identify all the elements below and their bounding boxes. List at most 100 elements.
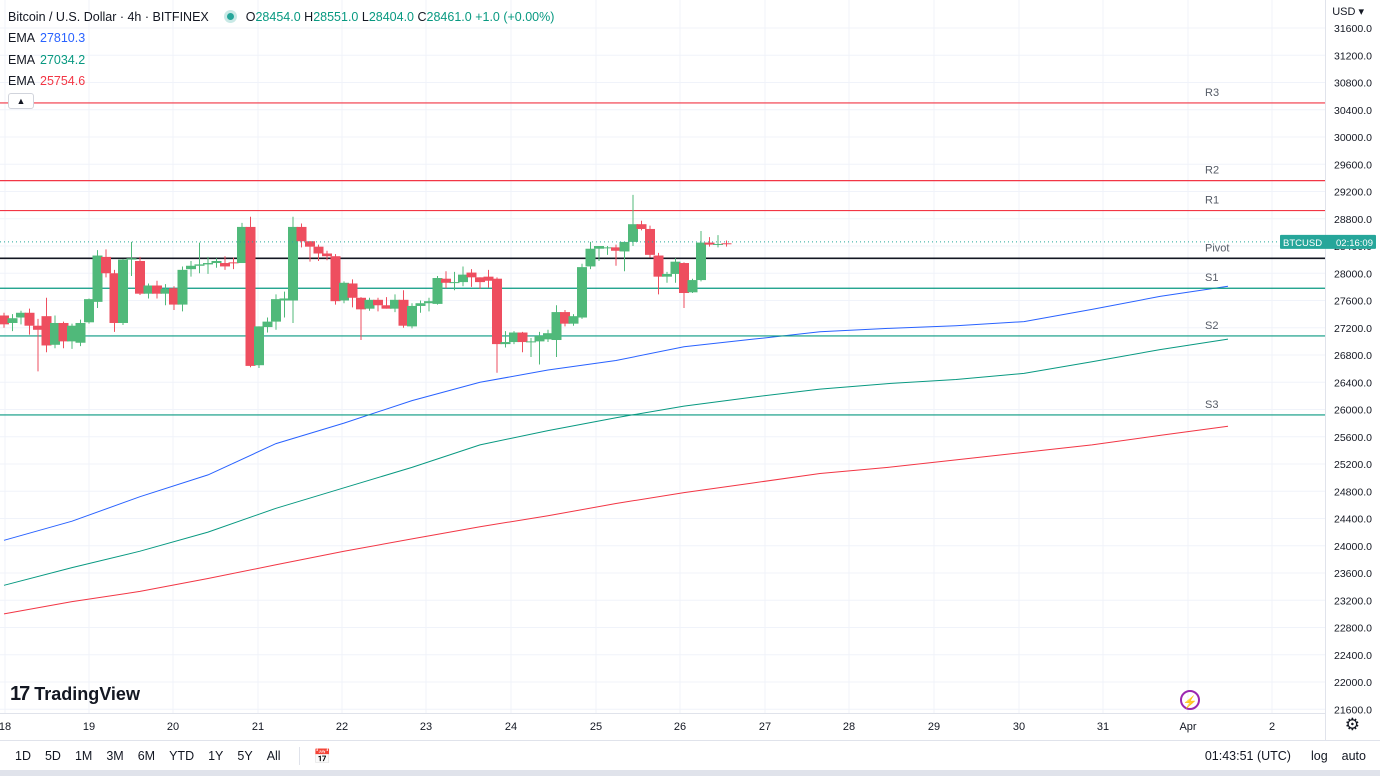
candle-body: [381, 305, 392, 309]
timeframe-ytd[interactable]: YTD: [169, 749, 195, 763]
y-tick-label: 30000.0: [1334, 132, 1372, 144]
ema-value-2: 27034.2: [40, 52, 86, 67]
candle-body: [577, 267, 587, 318]
candle-body: [305, 241, 315, 247]
y-tick-label: 22800.0: [1334, 623, 1372, 635]
level-label-r3: R3: [1205, 87, 1219, 99]
ema-row-3[interactable]: EMA 25754.6: [8, 74, 86, 89]
currency-selector[interactable]: USD ▾: [1332, 6, 1364, 18]
y-tick-label: 26000.0: [1334, 405, 1372, 417]
candle-body: [152, 285, 162, 294]
timeframe-5y[interactable]: 5Y: [237, 749, 253, 763]
candle-body: [560, 312, 570, 324]
candle-body: [475, 277, 485, 283]
candle-body: [237, 226, 247, 264]
y-tick-label: 26800.0: [1334, 350, 1372, 362]
ema-row-1[interactable]: EMA 27810.3: [8, 31, 86, 46]
candle-body: [33, 325, 43, 330]
price-tag-symbol: BTCUSD: [1283, 238, 1322, 249]
candle-body: [526, 341, 536, 343]
x-tick-label: 23: [420, 721, 432, 733]
x-tick-label: 18: [0, 721, 11, 733]
lightning-icon[interactable]: ⚡: [1180, 690, 1200, 710]
timeframe-all[interactable]: All: [266, 749, 281, 763]
candle-body: [407, 305, 417, 327]
calendar-range-icon[interactable]: 📅: [313, 747, 332, 764]
chevron-up-icon: ▲: [16, 96, 26, 106]
x-tick-label: Apr: [1179, 721, 1196, 733]
candle-body: [687, 280, 698, 293]
candle-body: [602, 247, 613, 249]
x-tick-label: 30: [1013, 721, 1025, 733]
timeframe-1d[interactable]: 1D: [15, 749, 31, 763]
timeframe-1m[interactable]: 1M: [74, 749, 93, 763]
candle-body: [203, 263, 213, 265]
candle-body: [296, 226, 307, 242]
candle-body: [50, 322, 60, 345]
utc-clock[interactable]: 01:43:51 (UTC): [1204, 749, 1291, 763]
candle-body: [330, 256, 341, 302]
level-label-r2: R2: [1205, 165, 1219, 177]
x-tick-label: 19: [83, 721, 95, 733]
candle-body: [84, 299, 94, 323]
price-tag[interactable]: [1280, 234, 1376, 249]
candle-body: [653, 255, 664, 277]
x-tick-label: 22: [336, 721, 348, 733]
candle-body: [373, 299, 383, 306]
price-chart[interactable]: 31600.0 31200.0 30800.0 30400.0 30000.0 29600…: [0, 0, 1380, 740]
candle-body: [500, 342, 511, 345]
x-tick-label: 26: [674, 721, 686, 733]
symbol-title[interactable]: Bitcoin / U.S. Dollar · 4h · BITFINEX: [8, 9, 209, 24]
candle-body: [24, 312, 35, 326]
candle-body: [619, 241, 630, 252]
candle-body: [670, 261, 681, 274]
candle-body: [279, 298, 290, 301]
auto-scale-toggle[interactable]: auto: [1341, 749, 1366, 763]
price-tag-countdown: 02:16:09: [1336, 238, 1373, 249]
candle-body: [271, 299, 281, 322]
timeframe-6m[interactable]: 6M: [137, 749, 156, 763]
y-tick-label: 26400.0: [1334, 377, 1372, 389]
x-tick-label: 20: [167, 721, 179, 733]
tv-logo-icon: 17: [10, 683, 30, 705]
candle-body: [339, 282, 349, 301]
ema-value-3: 25754.6: [40, 74, 86, 89]
ema-row-2[interactable]: EMA 27034.2: [8, 52, 86, 67]
y-tick-label: 30800.0: [1334, 78, 1372, 90]
log-scale-toggle[interactable]: log: [1310, 749, 1328, 763]
y-tick-label: 21600.0: [1334, 704, 1372, 716]
ema-line-1: [3, 285, 1229, 541]
market-status-icon: [226, 13, 234, 21]
candle-body: [186, 265, 196, 270]
candle-body: [7, 318, 18, 323]
candle-body: [713, 243, 723, 245]
level-label-pivot: Pivot: [1205, 242, 1229, 254]
candle-body: [628, 224, 638, 242]
timeframe-5d[interactable]: 5D: [44, 749, 61, 763]
ohlc-values: O28454.0 H28551.0 L28404.0 C28461.0 +1.0…: [245, 9, 555, 24]
candle-body: [534, 335, 545, 342]
candle-body: [254, 326, 264, 366]
y-tick-label: 28000.0: [1334, 268, 1372, 280]
candle-body: [41, 316, 52, 346]
candle-body: [322, 253, 332, 257]
chart-legend: Bitcoin / U.S. Dollar · 4h · BITFINEX O2…: [8, 6, 554, 92]
candle-body: [636, 224, 647, 229]
ema-value-1: 27810.3: [40, 31, 86, 46]
collapse-legend-button[interactable]: ▲: [8, 93, 34, 109]
x-tick-label: 21: [252, 721, 264, 733]
candle-body: [160, 288, 171, 294]
candle-body: [364, 299, 375, 309]
candle-body: [424, 301, 434, 304]
gear-icon[interactable]: ⚙: [1344, 715, 1360, 734]
timeframe-1y[interactable]: 1Y: [208, 749, 224, 763]
timeframe-3m[interactable]: 3M: [106, 749, 124, 763]
x-tick-label: 24: [505, 721, 517, 733]
y-tick-label: 30400.0: [1334, 105, 1372, 117]
change-value: +1.0 (+0.00%): [475, 9, 555, 24]
y-tick-label: 28800.0: [1334, 214, 1372, 226]
level-label-s3: S3: [1205, 399, 1218, 411]
tradingview-logo[interactable]: 17 TradingView: [10, 683, 140, 705]
candle-body: [509, 332, 519, 343]
toolbar-divider: [298, 747, 300, 765]
